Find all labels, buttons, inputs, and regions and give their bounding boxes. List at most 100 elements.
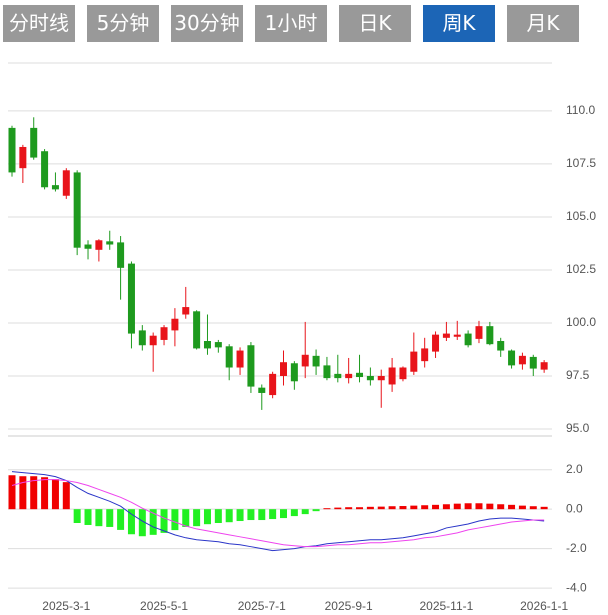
macd-bar bbox=[19, 476, 27, 510]
candle-body bbox=[410, 351, 418, 372]
y-tick-label: -2.0 bbox=[566, 541, 587, 555]
candle-body bbox=[301, 354, 309, 367]
y-tick-label: -4.0 bbox=[566, 580, 587, 594]
y-tick-label: 100.0 bbox=[566, 315, 596, 329]
candle-body bbox=[117, 242, 125, 268]
candle-body bbox=[508, 350, 516, 366]
macd-bar bbox=[464, 503, 472, 510]
y-tick-label: 2.0 bbox=[566, 462, 583, 476]
candle-body bbox=[399, 367, 407, 380]
macd-bar bbox=[225, 509, 233, 523]
macd-bar bbox=[160, 509, 168, 533]
candle-body bbox=[149, 335, 157, 346]
x-tick-label: 2025-3-1 bbox=[42, 599, 90, 613]
candle-body bbox=[236, 350, 244, 368]
macd-bar bbox=[106, 509, 114, 527]
candle-body bbox=[529, 356, 537, 369]
macd-bar bbox=[182, 509, 190, 527]
macd-bar bbox=[203, 509, 211, 525]
candle-body bbox=[214, 342, 222, 348]
candle-body bbox=[84, 244, 92, 249]
candle-body bbox=[19, 146, 27, 169]
macd-bar bbox=[214, 509, 222, 523]
macd-bar bbox=[356, 507, 364, 510]
y-tick-label: 107.5 bbox=[566, 156, 596, 170]
y-tick-label: 105.0 bbox=[566, 209, 596, 223]
macd-bar bbox=[312, 509, 320, 512]
candle-body bbox=[160, 327, 168, 340]
period-tab[interactable]: 1小时 bbox=[255, 5, 327, 42]
y-tick-label: 0.0 bbox=[566, 501, 583, 515]
macd-bar bbox=[388, 506, 396, 510]
macd-bar bbox=[475, 503, 483, 510]
y-tick-label: 97.5 bbox=[566, 368, 590, 382]
candle-body bbox=[442, 333, 450, 338]
period-tab[interactable]: 分时线 bbox=[3, 5, 75, 42]
macd-bar bbox=[301, 509, 309, 515]
candle-body bbox=[247, 345, 255, 387]
period-tab[interactable]: 5分钟 bbox=[87, 5, 159, 42]
macd-bar bbox=[529, 506, 537, 510]
candle-body bbox=[95, 240, 103, 250]
candle-body bbox=[432, 334, 440, 352]
candle-body bbox=[225, 346, 233, 368]
candle-body bbox=[334, 373, 342, 379]
candle-body bbox=[269, 373, 277, 396]
macd-bar bbox=[421, 505, 429, 510]
period-tab[interactable]: 日K bbox=[339, 5, 411, 42]
macd-bar bbox=[73, 509, 81, 523]
x-tick-label: 2025-9-1 bbox=[325, 599, 373, 613]
candle-body bbox=[62, 170, 70, 196]
candle-body bbox=[497, 341, 505, 351]
macd-bar bbox=[8, 475, 16, 510]
candle-body bbox=[73, 172, 81, 248]
candle-body bbox=[540, 362, 548, 370]
candle-body bbox=[127, 263, 135, 334]
period-tab[interactable]: 周K bbox=[423, 5, 495, 42]
period-tab[interactable]: 月K bbox=[507, 5, 579, 42]
candle-body bbox=[290, 363, 298, 382]
candle-body bbox=[366, 375, 374, 381]
candle-body bbox=[453, 334, 461, 337]
macd-bar bbox=[41, 477, 49, 510]
macd-bar bbox=[518, 505, 526, 510]
macd-bar bbox=[258, 509, 266, 521]
macd-bar bbox=[377, 506, 385, 510]
macd-bar bbox=[345, 507, 353, 510]
candle-body bbox=[51, 185, 59, 190]
macd-bar bbox=[193, 509, 201, 527]
macd-bar bbox=[486, 503, 494, 510]
candle-body bbox=[258, 387, 266, 393]
macd-bar bbox=[171, 509, 179, 531]
y-tick-label: 95.0 bbox=[566, 421, 590, 435]
macd-bar bbox=[323, 508, 331, 510]
macd-bar bbox=[410, 505, 418, 510]
macd-bar bbox=[95, 509, 103, 527]
macd-bar bbox=[138, 509, 146, 537]
macd-bar bbox=[497, 504, 505, 510]
candle-body bbox=[486, 326, 494, 345]
candle-body bbox=[323, 365, 331, 379]
candle-body bbox=[356, 372, 364, 378]
macd-bar bbox=[236, 509, 244, 522]
macd-bar bbox=[280, 509, 287, 519]
x-tick-label: 2025-11-1 bbox=[419, 599, 473, 613]
x-tick-label: 2026-1-1 bbox=[520, 599, 568, 613]
macd-bar bbox=[51, 479, 59, 510]
candle-body bbox=[138, 330, 146, 346]
y-tick-label: 102.5 bbox=[566, 262, 596, 276]
macd-bar bbox=[127, 509, 135, 535]
macd-bar bbox=[453, 503, 461, 510]
macd-bar bbox=[399, 506, 407, 510]
macd-line bbox=[11, 471, 545, 552]
candle-body bbox=[41, 151, 49, 188]
macd-bar bbox=[62, 482, 70, 510]
macd-line bbox=[11, 479, 545, 548]
candle-body bbox=[464, 333, 472, 346]
macd-bar bbox=[540, 506, 548, 510]
macd-bar bbox=[508, 504, 516, 510]
period-tab[interactable]: 30分钟 bbox=[171, 5, 243, 42]
candle-body bbox=[388, 367, 396, 385]
